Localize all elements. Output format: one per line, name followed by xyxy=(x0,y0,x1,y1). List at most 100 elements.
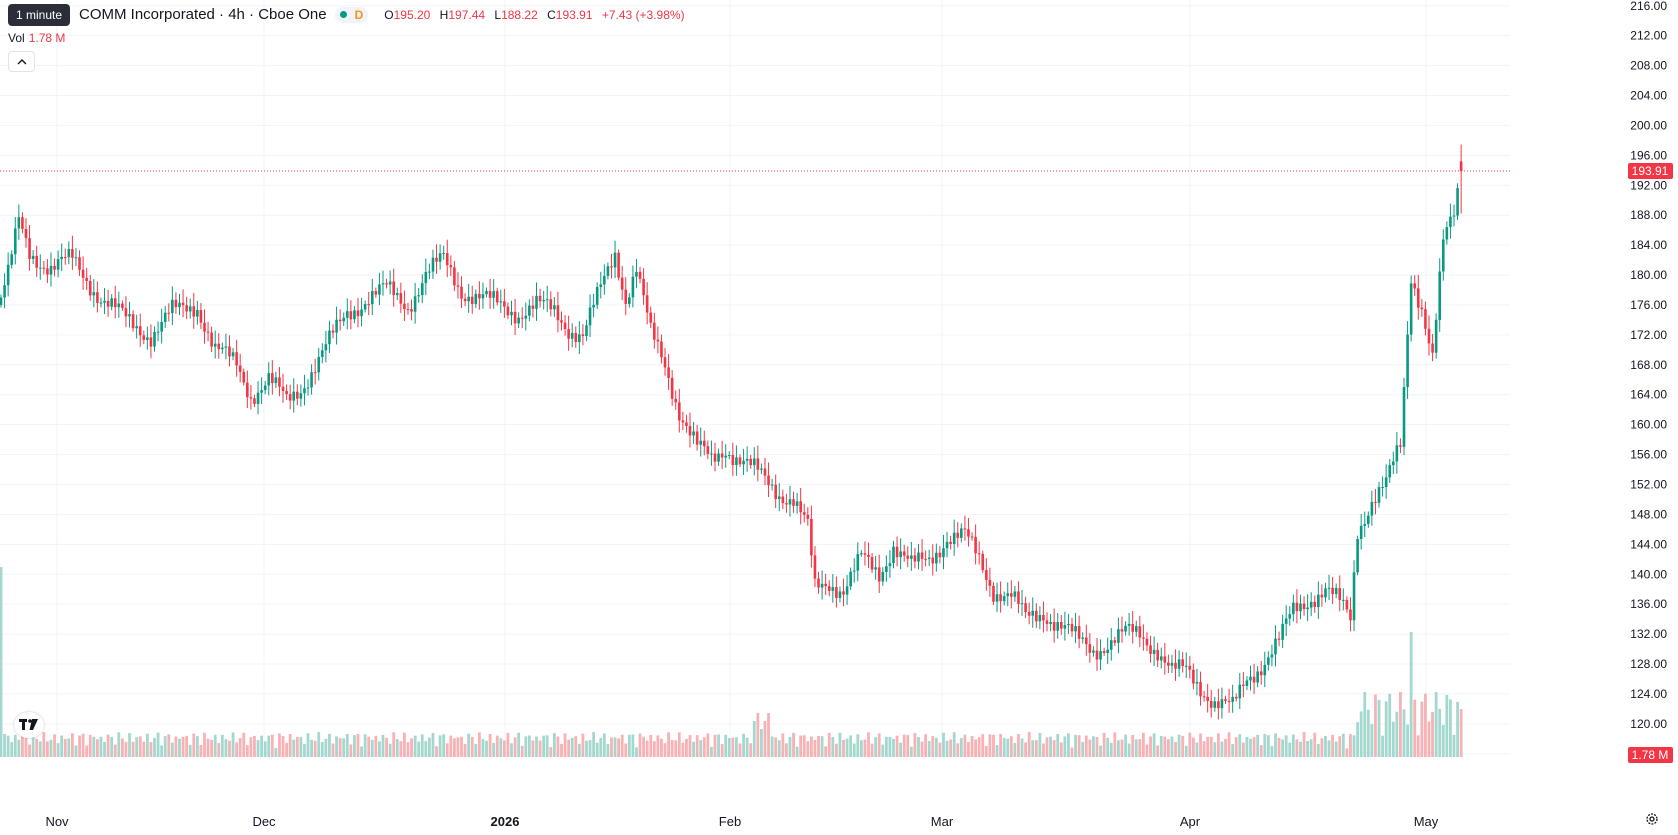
candle-body xyxy=(142,335,146,340)
candle-body xyxy=(1002,596,1006,602)
candle-body xyxy=(1459,161,1463,171)
collapse-legend-button[interactable] xyxy=(8,51,35,72)
price-tick-label: 136.00 xyxy=(1630,597,1667,611)
volume-bar xyxy=(156,732,160,757)
candle-body xyxy=(17,217,21,229)
volume-bar xyxy=(731,737,735,757)
volume-bar xyxy=(1020,738,1024,757)
volume-bar xyxy=(977,737,981,757)
volume-bar xyxy=(913,733,917,757)
volume-bar xyxy=(435,746,438,757)
volume-bar xyxy=(353,735,356,757)
volume-bar xyxy=(981,734,985,757)
volume-bar xyxy=(699,740,703,757)
candle-body xyxy=(1059,622,1063,629)
volume-bar xyxy=(1166,739,1170,757)
volume-bar xyxy=(310,739,313,757)
candle-body xyxy=(246,382,249,398)
candle-body xyxy=(1420,307,1424,310)
candle-body xyxy=(360,309,363,317)
candle-body xyxy=(488,291,492,298)
volume-bar xyxy=(1174,742,1177,757)
candle-body xyxy=(135,326,138,329)
candle-body xyxy=(453,267,456,286)
candle-body xyxy=(1452,215,1456,217)
volume-bar xyxy=(403,732,406,757)
candle-body xyxy=(267,373,271,386)
candle-body xyxy=(1081,637,1085,639)
candle-body xyxy=(1431,343,1434,353)
candle-body xyxy=(885,566,888,572)
volume-bar xyxy=(452,738,456,757)
volume-bar xyxy=(531,740,535,757)
volume-bar xyxy=(781,733,785,757)
price-tick-label: 212.00 xyxy=(1630,29,1667,43)
candle-body xyxy=(720,453,724,458)
volume-bar xyxy=(899,742,903,757)
tradingview-logo[interactable] xyxy=(14,712,44,738)
volume-bar xyxy=(74,745,78,757)
volume-bar xyxy=(424,741,428,757)
volume-bar xyxy=(1291,734,1295,757)
volume-bar xyxy=(1156,745,1160,757)
candle-body xyxy=(13,228,17,255)
tradingview-logo-icon xyxy=(19,719,38,730)
volume-bar xyxy=(406,742,410,757)
volume-bar xyxy=(906,735,910,757)
candle-body xyxy=(228,346,231,357)
candle-body xyxy=(1292,602,1295,615)
volume-bar xyxy=(238,738,242,757)
candle-body xyxy=(1295,602,1299,612)
candle-body xyxy=(1013,591,1017,597)
candle-body xyxy=(860,553,863,555)
volume-bar xyxy=(103,741,106,757)
volume-bar xyxy=(620,734,624,757)
candle-body xyxy=(831,587,835,591)
candle-body xyxy=(1263,664,1267,676)
candle-body xyxy=(420,283,424,296)
candle-body xyxy=(513,311,517,324)
candle-body xyxy=(42,267,46,269)
candle-body xyxy=(952,532,956,545)
volume-bar xyxy=(1077,735,1081,757)
session-status[interactable]: D xyxy=(334,6,369,23)
candle-body xyxy=(1031,610,1035,616)
candle-body xyxy=(378,284,381,295)
candle-body xyxy=(1367,515,1370,525)
candle-body xyxy=(160,321,163,332)
volume-bar xyxy=(192,733,196,757)
price-tick-label: 168.00 xyxy=(1630,358,1667,372)
symbol-title[interactable]: COMM Incorporated · 4h · Cboe One xyxy=(79,6,327,23)
volume-bar xyxy=(638,733,642,757)
candle-body xyxy=(874,567,877,570)
volume-bar xyxy=(1316,744,1320,757)
volume-bar xyxy=(852,743,856,757)
candle-body xyxy=(867,554,870,557)
candle-body xyxy=(1324,588,1327,598)
candle-body xyxy=(1017,591,1020,604)
candle-body xyxy=(367,304,371,306)
volume-bar xyxy=(834,743,838,757)
volume-bar xyxy=(1406,724,1409,757)
price-tick-label: 128.00 xyxy=(1630,657,1667,671)
volume-bar xyxy=(1195,742,1199,757)
volume-bar xyxy=(281,736,285,757)
volume-bar xyxy=(645,740,649,757)
candle-body xyxy=(156,331,160,333)
candle-body xyxy=(628,297,631,304)
candle-body xyxy=(231,352,235,357)
volume-bar xyxy=(1306,741,1310,757)
candle-body xyxy=(1327,587,1331,589)
volume-bar xyxy=(992,734,995,757)
volume-bar xyxy=(1170,736,1174,757)
volume-bar xyxy=(738,743,742,757)
volume-bar xyxy=(477,732,481,757)
candle-body xyxy=(63,256,67,258)
candle-body xyxy=(910,555,913,559)
candle-body xyxy=(1131,623,1134,632)
last-price-label: 193.91 xyxy=(1632,164,1669,178)
volume-bar xyxy=(149,742,153,757)
candle-body xyxy=(485,291,488,295)
gear-icon[interactable] xyxy=(1645,812,1659,829)
